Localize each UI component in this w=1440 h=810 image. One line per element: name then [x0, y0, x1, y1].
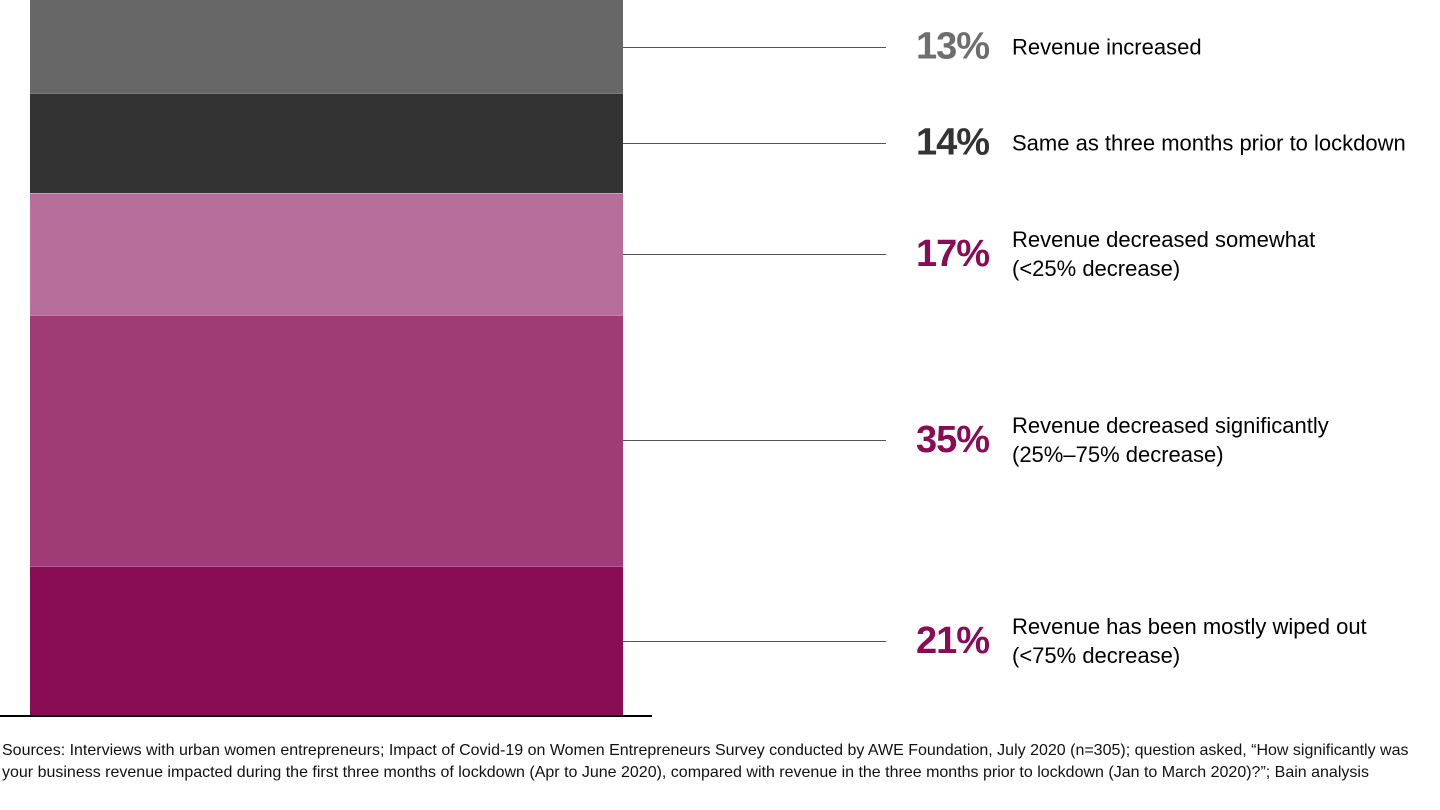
data-label: 13% [916, 25, 990, 68]
segment-label: 21% Revenue has been mostly wiped out (<75… [916, 612, 1367, 670]
leader-line [623, 641, 886, 642]
bar-segment [30, 315, 623, 567]
leader-line [623, 440, 886, 441]
data-label: 14% [916, 121, 990, 164]
segment-label: 17% Revenue decreased somewhat (<25% decre… [916, 225, 1315, 283]
category-label: Same as three months prior to lockdown [1012, 129, 1406, 158]
leader-line [623, 254, 886, 255]
category-label-line: Revenue increased [1012, 34, 1202, 60]
category-label-line: Revenue decreased significantly [1012, 413, 1329, 438]
category-label: Revenue decreased significantly (25%–75% … [1012, 411, 1329, 469]
stacked-bar-chart: 13% Revenue increased 14% Same as three mon… [30, 0, 1406, 717]
category-label-line: (25%–75% decrease) [1012, 442, 1224, 467]
category-label: Revenue has been mostly wiped out (<75% d… [1012, 612, 1367, 670]
data-label: 17% [916, 232, 990, 275]
category-label: Revenue increased [1012, 33, 1202, 62]
x-axis-baseline [0, 715, 652, 717]
category-label-line: Revenue decreased somewhat [1012, 227, 1316, 252]
segment-label: 35% Revenue decreased significantly (25%–7… [916, 411, 1329, 469]
category-label-line: (<25% decrease) [1012, 256, 1181, 281]
data-label: 21% [916, 619, 990, 662]
category-label: Revenue decreased somewhat (<25% decrease… [1012, 225, 1315, 283]
data-label: 35% [916, 418, 990, 461]
bar-segment [30, 0, 623, 94]
category-label-line: (<75% decrease) [1012, 643, 1181, 668]
category-label-line: Same as three months prior to lockdown [1012, 130, 1406, 156]
leader-line [623, 143, 886, 144]
leader-line [623, 47, 886, 48]
segment-label: 13% Revenue increased [916, 26, 1202, 69]
segment-label: 14% Same as three months prior to lockdow… [916, 122, 1406, 165]
category-label-line: Revenue has been mostly wiped out [1012, 614, 1367, 639]
bar-segment [30, 193, 623, 317]
bar-segment [30, 565, 623, 717]
bar-segment [30, 93, 623, 195]
sources-footnote: Sources: Interviews with urban women ent… [2, 742, 1409, 781]
